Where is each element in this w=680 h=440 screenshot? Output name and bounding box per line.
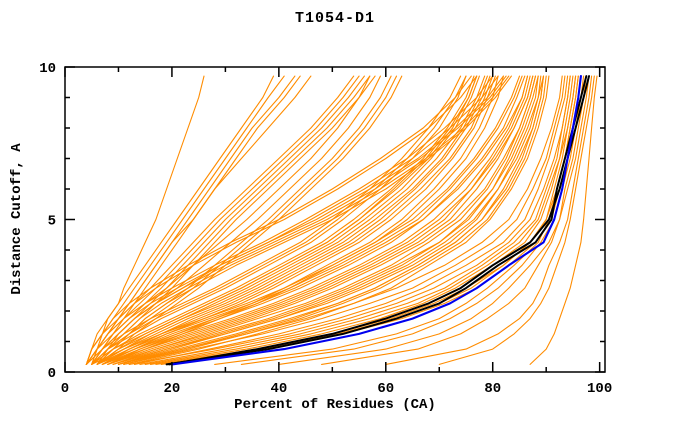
model-curve: [107, 75, 534, 365]
model-curve: [101, 75, 531, 365]
best-curve: [170, 75, 582, 366]
model-curve: [85, 75, 365, 365]
model-curve: [128, 75, 571, 365]
model-curve: [85, 75, 285, 365]
model-curve: [91, 75, 392, 365]
chart-title: T1054-D1: [294, 10, 375, 27]
model-curve: [101, 75, 529, 365]
model-curve: [85, 75, 275, 365]
model-curve: [321, 75, 587, 365]
model-curve: [123, 75, 545, 365]
y-tick-label: 0: [48, 366, 56, 382]
model-curve: [107, 75, 499, 365]
x-tick-label: 20: [164, 381, 181, 397]
x-tick-label: 100: [587, 381, 612, 397]
model-curve: [96, 75, 398, 365]
model-curve: [85, 75, 205, 365]
model-curve: [107, 75, 504, 365]
model-curve: [85, 75, 360, 365]
model-curve: [123, 75, 566, 365]
y-tick-label: 5: [48, 214, 56, 230]
model-curve: [117, 75, 542, 365]
model-curve: [385, 75, 593, 365]
model-curve: [144, 75, 574, 365]
x-tick-label: 80: [484, 381, 501, 397]
model-curve: [117, 75, 539, 365]
model-curve: [85, 75, 355, 365]
model-curve: [529, 75, 598, 365]
x-tick-label: 60: [377, 381, 394, 397]
x-axis-label: Percent of Residues (CA): [234, 397, 436, 413]
model-curve: [278, 75, 590, 365]
model-curve: [101, 75, 496, 365]
x-tick-label: 0: [61, 381, 69, 397]
model-curve: [128, 75, 550, 365]
y-tick-label: 10: [39, 61, 56, 77]
model-curve: [91, 75, 478, 365]
model-curve: [91, 75, 312, 365]
highlighted-curve: [168, 75, 590, 366]
model-curve: [101, 75, 491, 365]
model-curve: [112, 75, 539, 365]
model-curve: [101, 75, 529, 365]
x-tick-label: 40: [270, 381, 287, 397]
model-curve: [91, 75, 381, 365]
model-curve: [112, 75, 537, 365]
model-curve: [438, 75, 595, 365]
model-curve: [96, 75, 403, 365]
model-curve: [133, 75, 569, 365]
model-curve: [91, 75, 301, 365]
model-curve: [91, 75, 371, 365]
model-curve: [123, 75, 547, 365]
model-curve: [85, 75, 462, 365]
model-curve: [91, 75, 376, 365]
